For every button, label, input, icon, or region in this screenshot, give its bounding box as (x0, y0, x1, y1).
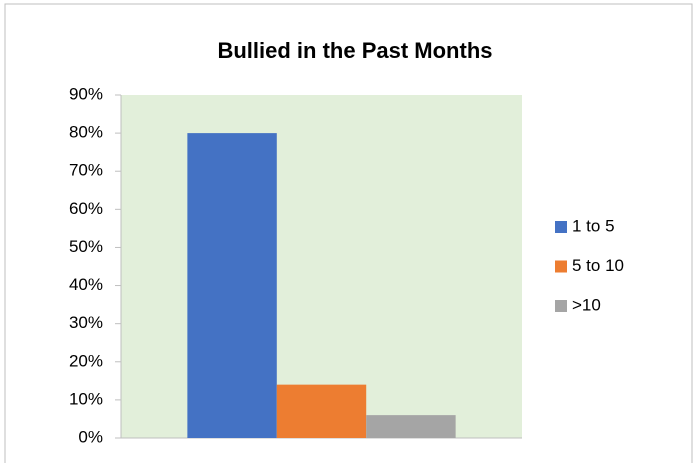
bar (276, 384, 367, 438)
y-tick-label: 50% (69, 237, 103, 256)
y-tick-label: 40% (69, 275, 103, 294)
legend-swatch (555, 260, 567, 273)
legend-swatch (555, 300, 567, 312)
y-tick-label: 30% (69, 313, 103, 332)
y-tick-label: 20% (69, 351, 103, 370)
bar (187, 133, 277, 438)
chart-title: Bullied in the Past Months (217, 38, 492, 63)
legend-label: 5 to 10 (572, 256, 624, 275)
y-tick-label: 80% (69, 123, 103, 142)
legend-label: 1 to 5 (572, 216, 615, 235)
bar (366, 415, 456, 438)
y-tick-label: 0% (78, 427, 103, 446)
legend-label: >10 (572, 295, 601, 314)
y-tick-label: 10% (69, 389, 103, 408)
y-tick-label: 90% (69, 84, 103, 103)
y-tick-label: 70% (69, 161, 103, 180)
y-tick-label: 60% (69, 199, 103, 218)
legend-swatch (555, 221, 567, 233)
